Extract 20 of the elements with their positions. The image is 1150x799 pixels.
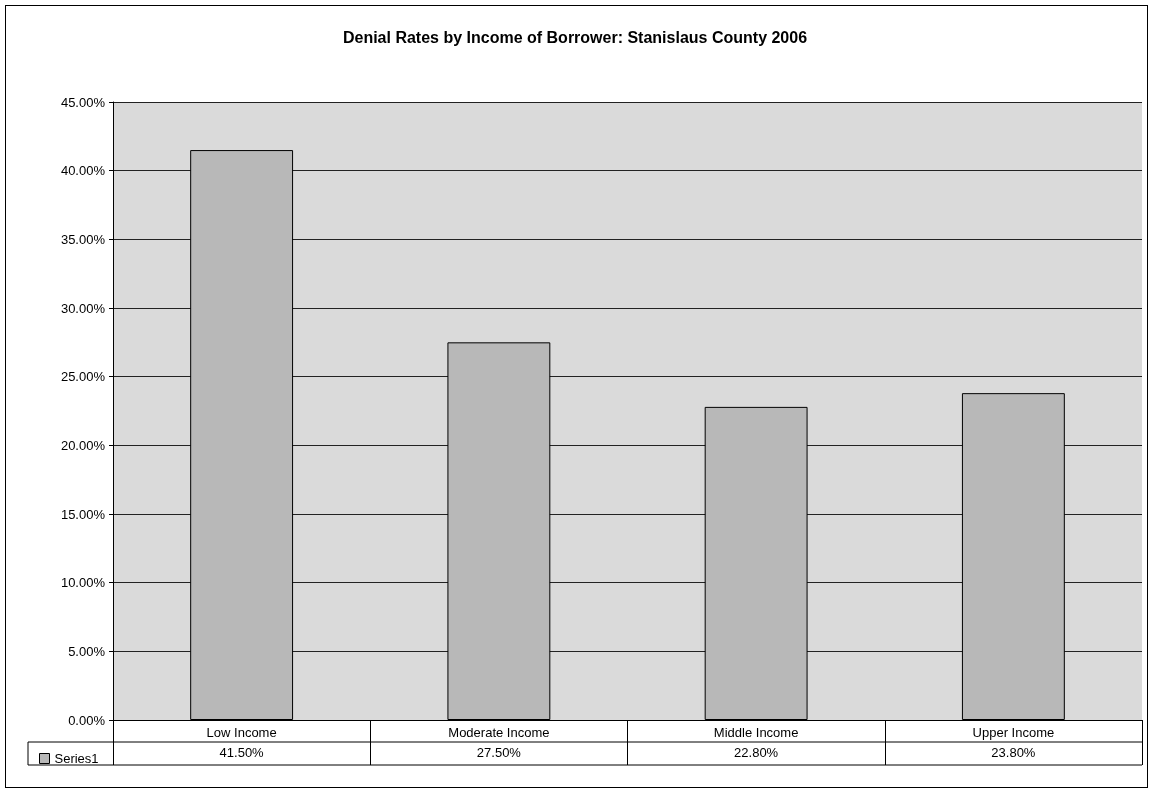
data-label: 27.50% [476,745,522,760]
x-tick-label: Upper Income [972,725,1055,740]
x-tick-label: Middle Income [713,725,799,740]
chart-title: Denial Rates by Income of Borrower: Stanislaus County 2006 [342,28,808,46]
y-tick-label: 40.00% [60,163,106,179]
data-label: 23.80% [991,745,1036,760]
y-tick-label: 30.00% [60,300,106,316]
data-label: 22.80% [734,745,779,760]
y-tick-label: 45.00% [60,94,106,110]
y-tick-label: 15.00% [60,506,106,522]
data-label: 41.50% [219,745,265,760]
y-tick-label: 20.00% [60,437,106,453]
y-tick-label: 0.00% [68,712,106,728]
y-tick-label: 10.00% [60,575,106,591]
x-tick-label: Low Income [206,725,277,740]
y-tick-label: 5.00% [68,643,106,659]
y-tick-label: 25.00% [60,369,106,385]
y-tick-label: 35.00% [60,231,106,247]
x-tick-label: Moderate Income [448,725,550,740]
legend-label: Series1 [54,751,99,766]
